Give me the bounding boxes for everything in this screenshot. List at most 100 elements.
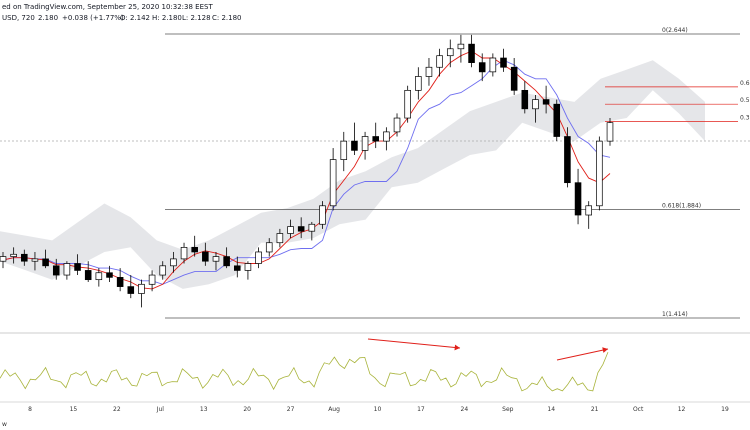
candle — [489, 53, 497, 77]
candle — [446, 39, 454, 68]
header-change: +0.038 (+1.77%) — [62, 14, 124, 22]
candle — [372, 122, 379, 149]
candle — [478, 53, 486, 82]
candle-down — [234, 265, 241, 271]
candle — [329, 148, 337, 211]
x-tick-label: 19 — [721, 406, 729, 413]
candle — [425, 58, 433, 86]
x-tick-label: 21 — [591, 406, 599, 413]
tenkan-line — [2, 50, 611, 290]
candle-down — [127, 286, 135, 294]
candle — [521, 81, 529, 114]
candle-up — [180, 246, 188, 260]
candle — [127, 275, 135, 299]
candle-down — [574, 182, 582, 216]
candle — [606, 118, 614, 146]
x-tick-label: 24 — [461, 406, 469, 413]
x-tick-label: 22 — [113, 406, 121, 413]
candle — [287, 219, 294, 239]
candle — [351, 122, 358, 155]
candle-down — [202, 251, 209, 262]
header-price: 2.180 — [38, 14, 58, 22]
candle — [10, 247, 17, 264]
candle-up — [287, 226, 294, 234]
candle-up — [383, 131, 390, 142]
candle — [564, 127, 571, 188]
candle-up — [159, 265, 167, 276]
candle — [585, 201, 592, 229]
candle — [0, 251, 7, 269]
candle-down — [468, 43, 475, 63]
candle — [234, 256, 241, 278]
candle-up — [596, 140, 603, 207]
x-tick-label: Oct — [633, 406, 644, 413]
candle-up — [212, 256, 220, 262]
candle-down — [52, 265, 60, 276]
candle-down — [478, 62, 486, 73]
candle-up — [404, 89, 411, 119]
candle-down — [542, 99, 550, 105]
candle — [180, 242, 188, 264]
candle-down — [500, 57, 507, 68]
candle-down — [553, 103, 561, 137]
candle-up — [361, 136, 369, 151]
candle — [510, 58, 518, 95]
candle-up — [425, 66, 433, 77]
divergence-arrow — [556, 347, 609, 361]
candle-down — [191, 246, 198, 253]
x-tick-label: 12 — [678, 406, 686, 413]
candle-up — [255, 251, 262, 264]
candle-down — [42, 258, 49, 267]
candle-up — [436, 55, 443, 68]
candle — [319, 201, 326, 229]
candle-up — [31, 258, 39, 262]
tradingview-watermark: w — [2, 421, 7, 428]
candle-down — [106, 272, 113, 278]
kijun-line — [2, 59, 611, 285]
header-high: H: 2.180 — [152, 14, 182, 22]
header-symbol: USD, 720 — [2, 14, 35, 22]
ichimoku-cloud — [0, 60, 705, 289]
candle-up — [532, 99, 539, 110]
candle — [170, 251, 177, 273]
x-tick-label: 17 — [417, 406, 425, 413]
candle-up — [457, 43, 465, 50]
fib-label: 0.5 — [740, 97, 750, 104]
candle-up — [308, 223, 316, 232]
candle-up — [585, 205, 592, 216]
x-tick-label: 20 — [243, 406, 251, 413]
candle-up — [138, 283, 145, 294]
candle — [116, 268, 124, 292]
x-tick-label: 14 — [547, 406, 555, 413]
candle — [553, 99, 561, 142]
candle — [223, 247, 230, 269]
arrow-shaft — [367, 338, 461, 349]
candle-up — [148, 274, 156, 285]
candle-down — [116, 277, 124, 287]
candle — [404, 85, 411, 123]
candle-up — [393, 117, 401, 133]
candle-up — [63, 263, 71, 276]
arrow-head — [454, 344, 460, 351]
fib-label: 1(1.414) — [662, 311, 688, 318]
candle — [415, 67, 422, 100]
candle — [500, 48, 507, 72]
candle — [297, 217, 305, 239]
candle — [212, 251, 220, 271]
candle — [52, 258, 60, 280]
header-low: L: 2.128 — [182, 14, 211, 22]
candle-up — [606, 122, 614, 142]
x-tick-label: 15 — [70, 406, 78, 413]
candle — [106, 265, 113, 282]
candle — [202, 242, 209, 266]
candle — [74, 254, 81, 276]
candle-up — [0, 256, 7, 262]
candle-down — [521, 89, 529, 110]
candle — [361, 131, 369, 160]
header-symbol-line: USD, 720 2.180 +0.038 (+1.77%) O: 2.142 … — [2, 14, 242, 22]
x-tick-label: Jul — [156, 406, 165, 413]
x-tick-label: 13 — [200, 406, 208, 413]
candle — [159, 261, 167, 280]
candle — [457, 34, 465, 63]
